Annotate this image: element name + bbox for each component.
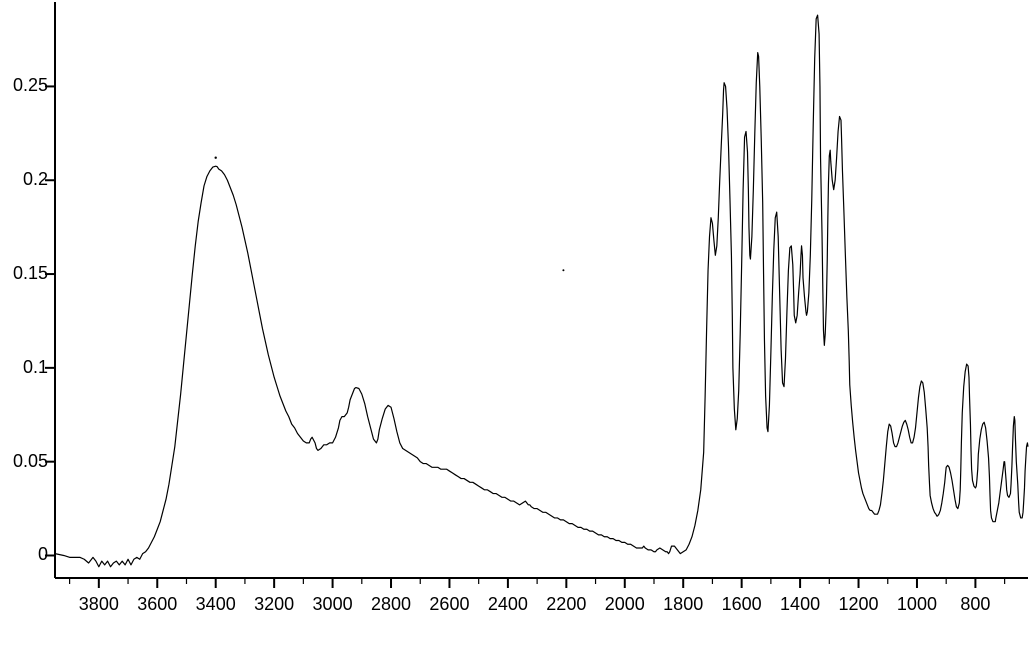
x-tick-label: 3600 xyxy=(127,594,187,615)
x-tick-label: 3800 xyxy=(69,594,129,615)
y-tick-label: 0 xyxy=(0,544,48,565)
x-tick-label: 1000 xyxy=(887,594,947,615)
x-tick-label: 800 xyxy=(945,594,1005,615)
x-tick-label: 3000 xyxy=(303,594,363,615)
x-tick-label: 2200 xyxy=(536,594,596,615)
chart-svg xyxy=(0,0,1031,645)
y-tick-label: 0.05 xyxy=(0,451,48,472)
artifact-dot xyxy=(215,157,217,159)
y-tick-label: 0.1 xyxy=(0,357,48,378)
spectrum-chart: 00.050.10.150.20.25380036003400320030002… xyxy=(0,0,1031,645)
y-tick-label: 0.25 xyxy=(0,75,48,96)
y-tick-label: 0.2 xyxy=(0,169,48,190)
y-tick-label: 0.15 xyxy=(0,263,48,284)
spectrum-trace xyxy=(55,15,1028,567)
x-tick-label: 3200 xyxy=(244,594,304,615)
x-tick-label: 2800 xyxy=(361,594,421,615)
x-tick-label: 1200 xyxy=(829,594,889,615)
artifact-dot-2 xyxy=(562,269,564,271)
x-tick-label: 1400 xyxy=(770,594,830,615)
x-tick-label: 1800 xyxy=(653,594,713,615)
x-tick-label: 1600 xyxy=(712,594,772,615)
x-tick-label: 3400 xyxy=(186,594,246,615)
x-tick-label: 2400 xyxy=(478,594,538,615)
x-tick-label: 2600 xyxy=(419,594,479,615)
x-tick-label: 2000 xyxy=(595,594,655,615)
